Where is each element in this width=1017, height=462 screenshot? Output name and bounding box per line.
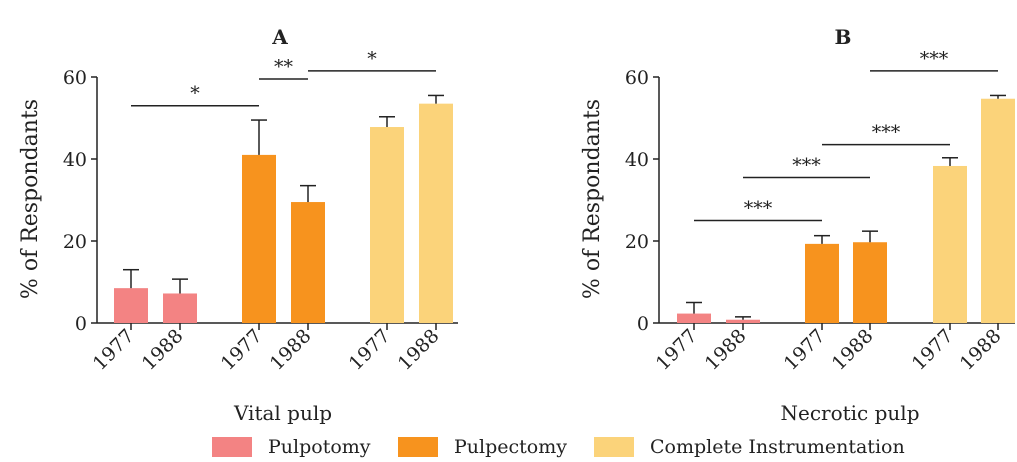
panel-a-x-tick-label: 1977	[217, 325, 267, 375]
legend: Pulpotomy Pulpectomy Complete Instrument…	[0, 434, 1017, 462]
legend-swatch-pulpectomy	[398, 437, 438, 457]
legend-label-pulpectomy: Pulpectomy	[454, 436, 567, 458]
panel-b-x-tick-label: 1977	[780, 325, 830, 375]
panel-a-x-tick-label: 1988	[394, 325, 444, 375]
panel-a-bar	[291, 202, 325, 323]
panel-b-x-tick-label: 1977	[652, 325, 702, 375]
panel-a-y-tick-label: 60	[63, 67, 87, 89]
panel-a-x-tick-label: 1977	[89, 325, 139, 375]
panel-a-x-tick-label: 1977	[345, 325, 395, 375]
panel-b-y-tick-label: 40	[625, 149, 649, 171]
legend-item-pulpotomy: Pulpotomy	[212, 436, 371, 458]
panel-a-significance-label: *	[367, 48, 377, 70]
panel-b-x-axis-label: Necrotic pulp	[780, 401, 919, 425]
panel-b-bar	[853, 242, 887, 323]
legend-swatch-complete-instrumentation	[594, 437, 634, 457]
panel-b-bar	[981, 98, 1015, 323]
legend-item-complete-instrumentation: Complete Instrumentation	[594, 436, 905, 458]
legend-swatch-pulpotomy	[212, 437, 252, 457]
panel-b-y-tick-label: 20	[625, 231, 649, 253]
panel-b-x-tick-label: 1988	[701, 325, 751, 375]
panel-a-x-axis-label: Vital pulp	[233, 401, 332, 425]
panel-a-bar	[163, 293, 197, 323]
legend-label-complete-instrumentation: Complete Instrumentation	[650, 436, 905, 458]
panel-b-x-tick-label: 1988	[956, 325, 1006, 375]
panel-b-x-tick-label: 1988	[828, 325, 878, 375]
panel-a-significance-label: **	[274, 56, 294, 78]
panel-b-y-axis-label: % of Respondants	[580, 99, 605, 299]
panel-b-bar	[677, 313, 711, 323]
panel-a-bar	[114, 288, 148, 323]
panel-b-y-tick-label: 60	[625, 67, 649, 89]
panel-a-bar	[370, 127, 404, 324]
panel-b-significance-label: ***	[920, 48, 949, 70]
panel-a-y-tick-label: 0	[75, 313, 87, 335]
panel-b-bar	[726, 319, 760, 323]
panel-a-y-tick-label: 40	[63, 149, 87, 171]
panel-b-significance-label: ***	[872, 122, 901, 144]
panel-b-bar	[933, 165, 967, 323]
legend-item-pulpectomy: Pulpectomy	[398, 436, 567, 458]
panel-b-bar	[805, 243, 839, 323]
panel-a-y-axis-label: % of Respondants	[18, 99, 43, 299]
panel-a-bar	[419, 103, 453, 324]
panel-b-y-tick-label: 0	[637, 313, 649, 335]
panel-a: A % of Respondants Vital pulp 0 20 40 60 197…	[18, 25, 458, 425]
panel-a-x-tick-label: 1988	[266, 325, 316, 375]
panel-a-bar	[242, 154, 276, 323]
panel-b: B % of Respondants Necrotic pulp 0 20 40 60…	[580, 25, 1015, 425]
panel-a-y-tick-label: 20	[63, 231, 87, 253]
panel-a-title: A	[271, 25, 288, 49]
panel-a-x-tick-label: 1988	[138, 325, 188, 375]
panel-b-x-tick-label: 1977	[908, 325, 958, 375]
panel-b-significance-label: ***	[792, 154, 821, 176]
panel-b-significance-label: ***	[744, 198, 773, 220]
panel-b-title: B	[835, 25, 852, 49]
panel-a-significance-label: *	[190, 83, 200, 105]
legend-label-pulpotomy: Pulpotomy	[268, 436, 371, 458]
